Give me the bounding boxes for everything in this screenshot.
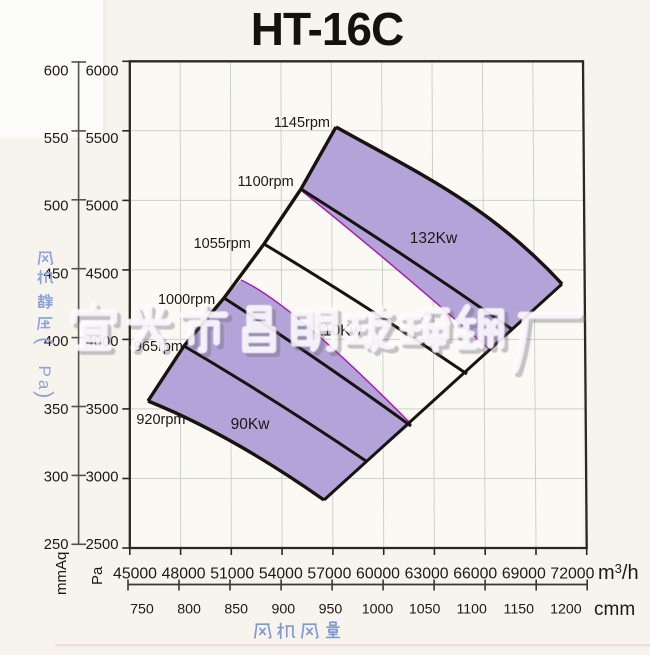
svg-text:54000: 54000 <box>259 566 303 583</box>
svg-text:850: 850 <box>224 602 248 618</box>
svg-text:(: ( <box>33 337 58 345</box>
svg-text:750: 750 <box>130 602 154 618</box>
svg-text:1100rpm: 1100rpm <box>238 174 294 190</box>
svg-text:Pa: Pa <box>89 566 106 585</box>
svg-text:1050: 1050 <box>409 602 441 618</box>
svg-text:): ) <box>33 391 58 398</box>
svg-text:3500: 3500 <box>86 402 119 418</box>
svg-text:350: 350 <box>44 402 69 418</box>
svg-text:90Kw: 90Kw <box>231 416 271 433</box>
svg-text:cmm: cmm <box>594 599 635 620</box>
svg-text:45000: 45000 <box>113 566 157 583</box>
svg-text:66000: 66000 <box>453 566 497 583</box>
svg-text:1055rpm: 1055rpm <box>194 236 251 252</box>
svg-text:57000: 57000 <box>307 566 351 583</box>
svg-text:920rpm: 920rpm <box>136 412 185 428</box>
svg-text:1150: 1150 <box>504 602 535 618</box>
svg-text:900: 900 <box>271 602 295 618</box>
svg-text:60000: 60000 <box>356 566 400 583</box>
svg-text:950: 950 <box>319 602 343 618</box>
svg-text:51000: 51000 <box>210 566 254 583</box>
svg-text:1200: 1200 <box>550 602 582 618</box>
svg-text:500: 500 <box>44 199 69 215</box>
svg-text:600: 600 <box>44 63 69 79</box>
svg-text:3000: 3000 <box>86 470 119 486</box>
svg-text:4500: 4500 <box>86 266 119 282</box>
svg-text:550: 550 <box>44 131 69 147</box>
svg-text:6000: 6000 <box>86 63 119 79</box>
svg-text:Pa: Pa <box>35 366 54 393</box>
svg-text:1000: 1000 <box>362 602 394 618</box>
svg-text:63000: 63000 <box>405 566 449 583</box>
svg-text:72000: 72000 <box>550 566 594 583</box>
svg-text:300: 300 <box>44 470 69 486</box>
svg-text:800: 800 <box>177 602 201 618</box>
svg-text:5000: 5000 <box>86 199 119 215</box>
svg-text:450: 450 <box>44 266 69 282</box>
svg-text:1145rpm: 1145rpm <box>274 115 330 131</box>
svg-text:5500: 5500 <box>86 131 119 147</box>
svg-text:1100: 1100 <box>456 602 487 618</box>
svg-text:2500: 2500 <box>86 537 119 553</box>
svg-text:48000: 48000 <box>162 566 206 583</box>
svg-text:HT-16C: HT-16C <box>251 3 403 55</box>
svg-text:mmAq: mmAq <box>53 552 70 595</box>
svg-text:250: 250 <box>44 537 69 553</box>
svg-text:132Kw: 132Kw <box>410 230 458 247</box>
svg-text:69000: 69000 <box>502 566 546 583</box>
